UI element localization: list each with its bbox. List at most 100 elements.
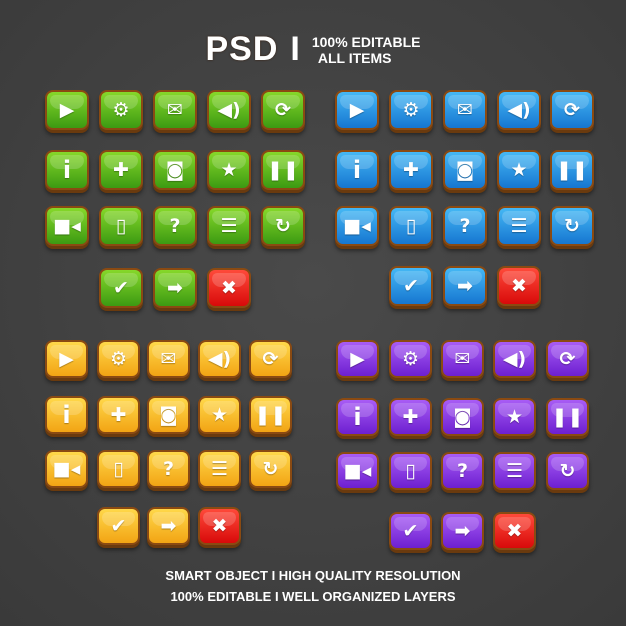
mail-icon: ✉ [454, 347, 471, 370]
play-button[interactable]: ▶ [335, 90, 379, 130]
refresh-button[interactable]: ⟳ [546, 340, 589, 378]
list-button[interactable]: ☰ [497, 206, 541, 246]
pause-icon: ❚❚ [551, 405, 584, 428]
camera-button[interactable]: ◙ [153, 150, 197, 190]
title: PSD [205, 30, 279, 68]
restart-button[interactable]: ↻ [550, 206, 594, 246]
trophy-button[interactable]: ★ [497, 150, 541, 190]
settings-button[interactable]: ⚙ [389, 340, 432, 378]
trophy-icon: ★ [510, 158, 528, 181]
refresh-icon: ⟳ [564, 98, 580, 121]
settings-icon: ⚙ [109, 347, 128, 370]
restart-icon: ↻ [564, 214, 580, 237]
vibrate-button[interactable]: ▯ [97, 450, 140, 488]
sound-button[interactable]: ◀) [493, 340, 536, 378]
sound-button[interactable]: ◀) [207, 90, 251, 130]
video-button[interactable]: ■◂ [335, 206, 379, 246]
play-button[interactable]: ▶ [45, 90, 89, 130]
arrow-right-button[interactable]: ➡ [147, 507, 190, 545]
camera-button[interactable]: ◙ [441, 398, 484, 436]
vibrate-icon: ▯ [113, 457, 124, 480]
video-button[interactable]: ■◂ [45, 206, 89, 246]
trophy-button[interactable]: ★ [493, 398, 536, 436]
pause-icon: ❚❚ [267, 158, 299, 181]
close-icon: ✖ [221, 276, 237, 299]
close-button[interactable]: ✖ [207, 268, 251, 308]
pause-button[interactable]: ❚❚ [550, 150, 594, 190]
restart-button[interactable]: ↻ [249, 450, 292, 488]
mail-button[interactable]: ✉ [153, 90, 197, 130]
gamepad-icon: ✚ [113, 158, 129, 181]
mail-button[interactable]: ✉ [443, 90, 487, 130]
video-icon: ■◂ [52, 457, 81, 480]
arrow-right-button[interactable]: ➡ [441, 512, 484, 550]
gamepad-icon: ✚ [403, 158, 419, 181]
check-button[interactable]: ✔ [97, 507, 140, 545]
list-button[interactable]: ☰ [198, 450, 241, 488]
help-button[interactable]: ? [443, 206, 487, 246]
list-icon: ☰ [510, 214, 528, 237]
restart-button[interactable]: ↻ [546, 452, 589, 490]
list-button[interactable]: ☰ [493, 452, 536, 490]
gamepad-button[interactable]: ✚ [99, 150, 143, 190]
help-icon: ? [169, 214, 181, 237]
gamepad-button[interactable]: ✚ [389, 398, 432, 436]
refresh-icon: ⟳ [559, 347, 576, 370]
play-button[interactable]: ▶ [336, 340, 379, 378]
video-icon: ■◂ [343, 214, 371, 237]
arrow-right-button[interactable]: ➡ [443, 266, 487, 306]
pause-icon: ❚❚ [254, 403, 287, 426]
info-button[interactable]: i [335, 150, 379, 190]
settings-icon: ⚙ [401, 347, 420, 370]
close-button[interactable]: ✖ [493, 512, 536, 550]
info-icon: i [352, 156, 362, 184]
help-button[interactable]: ? [153, 206, 197, 246]
trophy-button[interactable]: ★ [198, 396, 241, 434]
check-icon: ✔ [113, 276, 129, 299]
refresh-button[interactable]: ⟳ [261, 90, 305, 130]
camera-button[interactable]: ◙ [147, 396, 190, 434]
pause-button[interactable]: ❚❚ [249, 396, 292, 434]
info-button[interactable]: i [45, 396, 88, 434]
settings-button[interactable]: ⚙ [389, 90, 433, 130]
camera-button[interactable]: ◙ [443, 150, 487, 190]
video-button[interactable]: ■◂ [336, 452, 379, 490]
vibrate-button[interactable]: ▯ [389, 452, 432, 490]
gamepad-button[interactable]: ✚ [389, 150, 433, 190]
play-button[interactable]: ▶ [45, 340, 88, 378]
close-button[interactable]: ✖ [198, 507, 241, 545]
vibrate-button[interactable]: ▯ [99, 206, 143, 246]
mail-button[interactable]: ✉ [441, 340, 484, 378]
settings-button[interactable]: ⚙ [99, 90, 143, 130]
mail-button[interactable]: ✉ [147, 340, 190, 378]
list-icon: ☰ [210, 457, 229, 480]
gamepad-icon: ✚ [110, 403, 127, 426]
refresh-button[interactable]: ⟳ [249, 340, 292, 378]
camera-icon: ◙ [455, 158, 475, 181]
play-icon: ▶ [350, 347, 365, 370]
refresh-button[interactable]: ⟳ [550, 90, 594, 130]
info-button[interactable]: i [45, 150, 89, 190]
trophy-button[interactable]: ★ [207, 150, 251, 190]
check-button[interactable]: ✔ [389, 266, 433, 306]
list-button[interactable]: ☰ [207, 206, 251, 246]
vibrate-button[interactable]: ▯ [389, 206, 433, 246]
sound-button[interactable]: ◀) [497, 90, 541, 130]
settings-button[interactable]: ⚙ [97, 340, 140, 378]
help-button[interactable]: ? [147, 450, 190, 488]
info-button[interactable]: i [336, 398, 379, 436]
title-separator: I [290, 30, 300, 68]
pause-button[interactable]: ❚❚ [261, 150, 305, 190]
sound-button[interactable]: ◀) [198, 340, 241, 378]
arrow-right-button[interactable]: ➡ [153, 268, 197, 308]
gamepad-button[interactable]: ✚ [97, 396, 140, 434]
video-button[interactable]: ■◂ [45, 450, 88, 488]
check-button[interactable]: ✔ [389, 512, 432, 550]
pause-button[interactable]: ❚❚ [546, 398, 589, 436]
help-button[interactable]: ? [441, 452, 484, 490]
footer-line2: 100% EDITABLE I WELL ORGANIZED LAYERS [170, 589, 456, 604]
close-button[interactable]: ✖ [497, 266, 541, 306]
play-icon: ▶ [349, 98, 365, 121]
restart-button[interactable]: ↻ [261, 206, 305, 246]
check-button[interactable]: ✔ [99, 268, 143, 308]
